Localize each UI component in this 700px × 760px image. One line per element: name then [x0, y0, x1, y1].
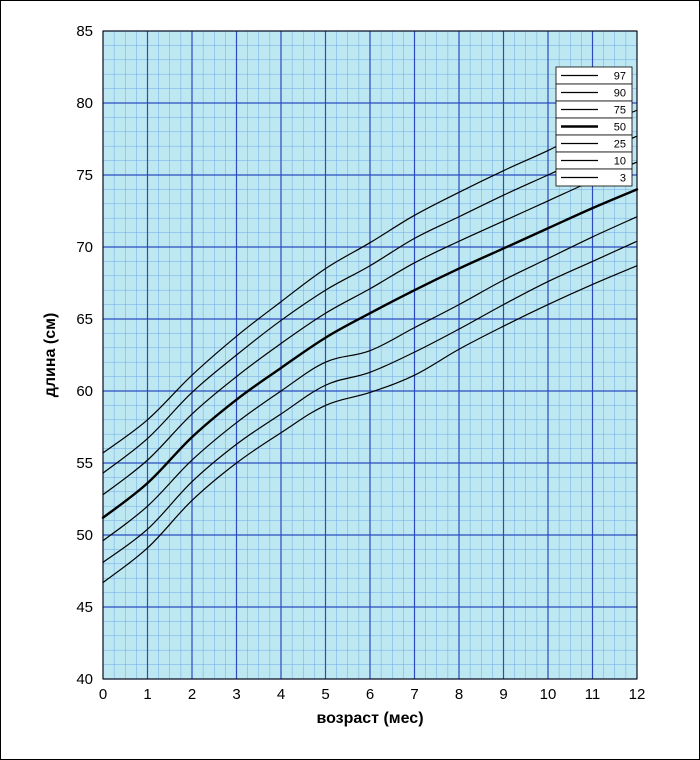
legend: 97 90 75 50 25 10 3	[556, 67, 632, 186]
y-tick-label: 50	[76, 527, 93, 544]
legend-label: 3	[620, 173, 626, 185]
y-tick-label: 65	[76, 311, 93, 328]
x-tick-label: 2	[188, 686, 196, 703]
x-axis-label: возраст (мес)	[316, 710, 423, 727]
legend-label: 90	[614, 88, 626, 100]
legend-label: 75	[614, 105, 626, 117]
x-tick-label: 12	[629, 686, 646, 703]
y-tick-label: 55	[76, 455, 93, 472]
x-tick-label: 7	[410, 686, 418, 703]
x-tick-label: 10	[540, 686, 557, 703]
x-tick-label: 0	[99, 686, 107, 703]
legend-label: 10	[614, 156, 626, 168]
chart-frame: 012345678910111240455055606570758085возр…	[0, 0, 700, 760]
legend-label: 97	[614, 71, 626, 83]
x-tick-label: 6	[366, 686, 374, 703]
x-tick-label: 1	[143, 686, 151, 703]
y-tick-label: 75	[76, 167, 93, 184]
x-tick-label: 4	[277, 686, 285, 703]
y-tick-label: 80	[76, 95, 93, 112]
x-tick-label: 8	[455, 686, 463, 703]
y-tick-label: 85	[76, 23, 93, 40]
x-tick-label: 5	[321, 686, 329, 703]
y-tick-label: 70	[76, 239, 93, 256]
y-axis-label: длина (см)	[42, 313, 59, 398]
y-tick-label: 40	[76, 671, 93, 688]
x-tick-label: 11	[585, 686, 601, 703]
x-tick-label: 3	[232, 686, 240, 703]
legend-label: 25	[614, 139, 626, 151]
x-tick-label: 9	[499, 686, 507, 703]
y-tick-label: 60	[76, 383, 93, 400]
y-tick-label: 45	[76, 599, 93, 616]
growth-chart: 012345678910111240455055606570758085возр…	[25, 21, 675, 735]
legend-label: 50	[614, 122, 626, 134]
